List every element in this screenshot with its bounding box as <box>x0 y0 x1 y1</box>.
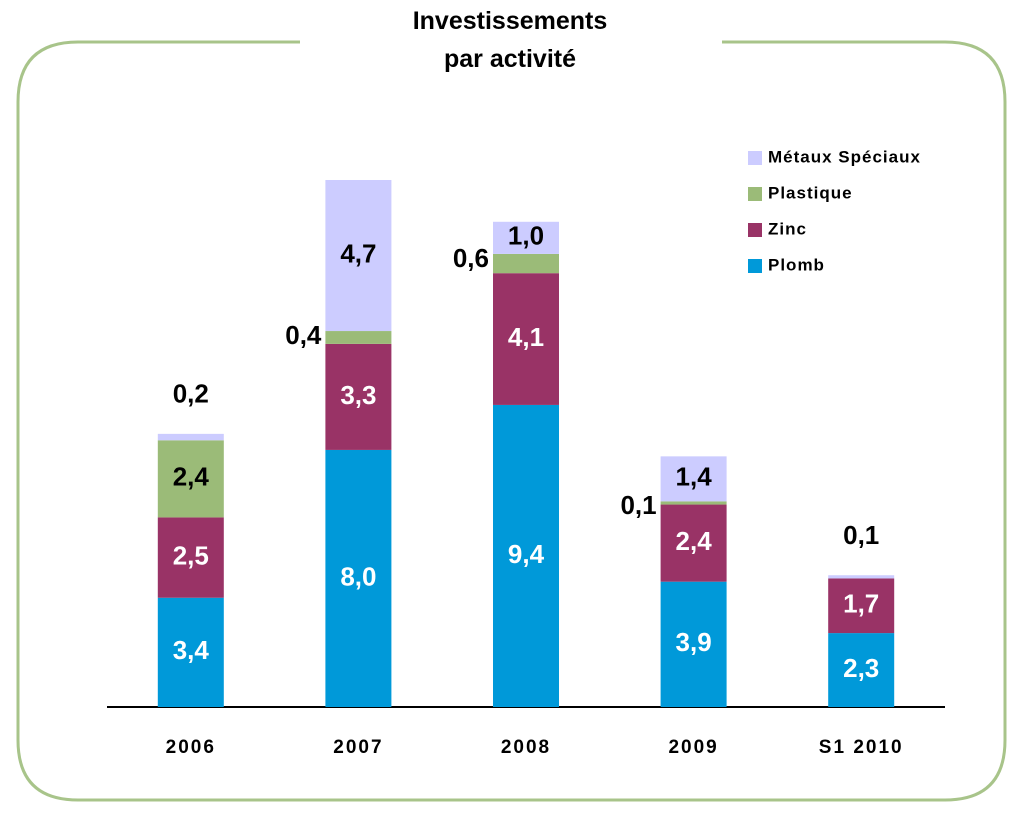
chart-title: Investissements par activité <box>413 7 608 73</box>
bar-segment <box>828 578 895 634</box>
frame <box>16 40 1007 802</box>
bar-segment <box>660 581 727 707</box>
value-label: 2,4 <box>676 526 713 556</box>
value-label: 8,0 <box>340 561 376 591</box>
bar-segment <box>157 440 224 518</box>
bar-segment <box>493 404 559 707</box>
bar-segment <box>157 517 224 598</box>
x-tick-label: 2008 <box>501 737 551 758</box>
x-tick-label: 2009 <box>668 737 718 758</box>
value-label: 0,1 <box>620 490 656 520</box>
value-label: 1,7 <box>843 589 879 619</box>
x-tick-label: S1 2010 <box>819 737 904 758</box>
bar-segment <box>828 633 895 707</box>
value-label: 2,3 <box>843 653 879 683</box>
legend-swatch <box>748 223 762 237</box>
value-label: 3,9 <box>676 627 712 657</box>
bar-segment <box>325 449 392 707</box>
bar-segment <box>493 253 559 274</box>
legend-swatch <box>748 259 762 273</box>
legend-label: Plastique <box>768 183 853 202</box>
legend-label: Plomb <box>768 255 825 274</box>
bar-segment <box>325 343 392 450</box>
legend-label: Zinc <box>768 219 807 238</box>
value-label: 9,4 <box>508 539 545 569</box>
bar-segment <box>660 504 727 582</box>
value-label: 0,4 <box>285 320 322 350</box>
bar-segment <box>660 501 727 505</box>
value-label: 2,5 <box>173 540 209 570</box>
bar-segment <box>660 456 727 502</box>
bar-segment <box>157 433 224 441</box>
value-label: 3,3 <box>340 380 376 410</box>
bar-segment <box>828 575 895 579</box>
bar-segment <box>493 273 559 405</box>
value-label: 3,4 <box>173 635 210 665</box>
value-label: 0,2 <box>173 379 209 409</box>
legend-label: Métaux Spéciaux <box>768 147 921 166</box>
value-label: 1,4 <box>676 462 713 492</box>
bar-segment <box>325 180 392 332</box>
bar-segment <box>325 331 392 344</box>
value-label: 4,7 <box>340 238 376 268</box>
legend-swatch <box>748 187 762 201</box>
value-label: 4,1 <box>508 322 544 352</box>
x-tick-label: 2006 <box>166 737 216 758</box>
value-label: 1,0 <box>508 221 544 251</box>
x-tick-label: 2007 <box>333 737 383 758</box>
legend-swatch <box>748 151 762 165</box>
value-label: 0,1 <box>843 520 879 550</box>
bar-segment <box>157 597 224 707</box>
value-label: 0,6 <box>453 243 489 273</box>
value-label: 2,4 <box>173 462 210 492</box>
bar-segment <box>493 221 559 254</box>
